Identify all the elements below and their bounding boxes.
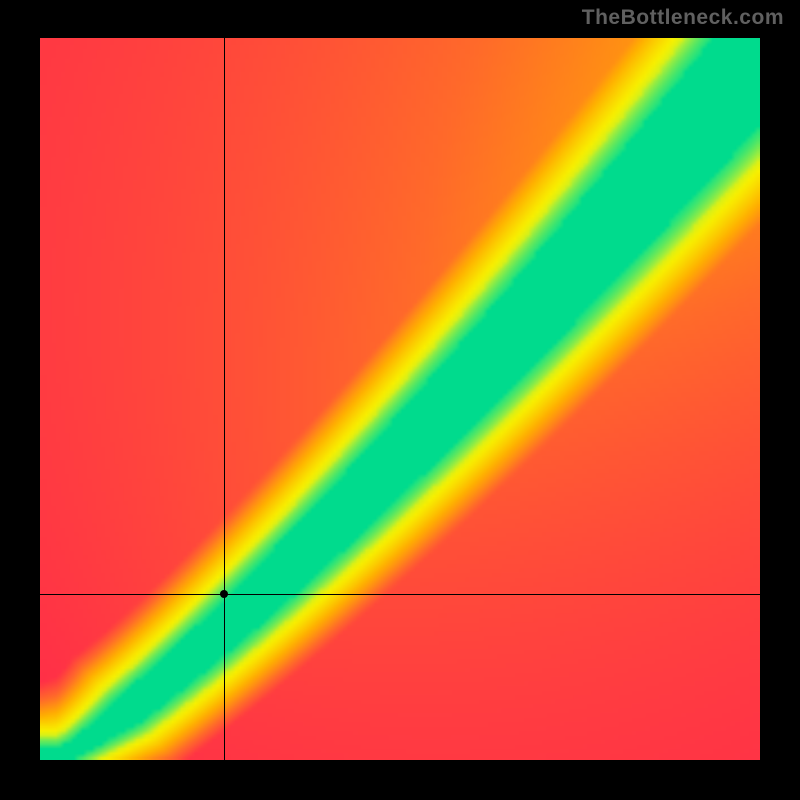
crosshair-marker-dot xyxy=(220,590,228,598)
crosshair-vertical xyxy=(224,38,225,760)
crosshair-horizontal xyxy=(40,594,760,595)
watermark-text: TheBottleneck.com xyxy=(582,6,784,30)
plot-area xyxy=(40,38,760,760)
heatmap-canvas xyxy=(40,38,760,760)
